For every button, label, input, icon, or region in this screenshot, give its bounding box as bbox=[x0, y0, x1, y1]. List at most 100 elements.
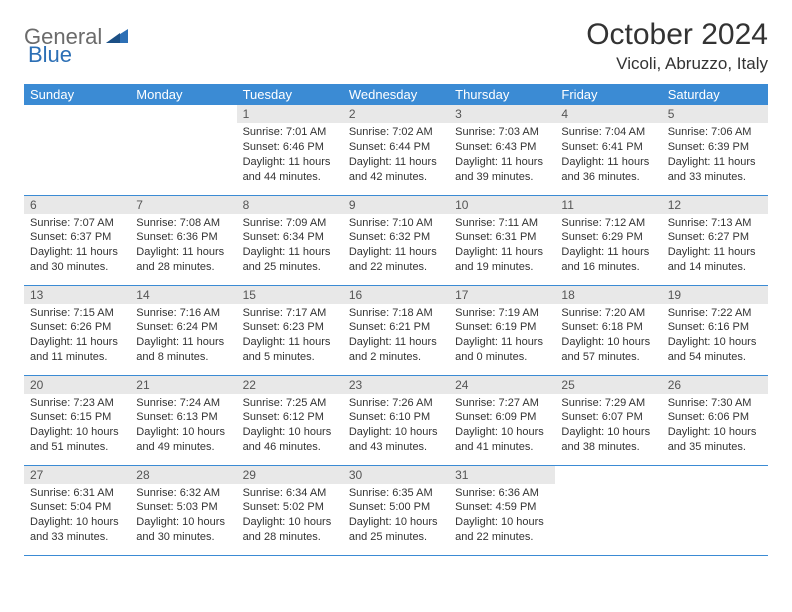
day-number: 23 bbox=[343, 376, 449, 394]
day-header: Monday bbox=[130, 84, 236, 105]
day-cell: 24Sunrise: 7:27 AMSunset: 6:09 PMDayligh… bbox=[449, 375, 555, 465]
day-number: 18 bbox=[555, 286, 661, 304]
month-title: October 2024 bbox=[586, 18, 768, 52]
day-details: Sunrise: 7:13 AMSunset: 6:27 PMDaylight:… bbox=[662, 214, 768, 277]
day-number: 4 bbox=[555, 105, 661, 123]
day-header: Wednesday bbox=[343, 84, 449, 105]
day-cell: 10Sunrise: 7:11 AMSunset: 6:31 PMDayligh… bbox=[449, 195, 555, 285]
day-details: Sunrise: 7:22 AMSunset: 6:16 PMDaylight:… bbox=[662, 304, 768, 367]
day-details: Sunrise: 7:24 AMSunset: 6:13 PMDaylight:… bbox=[130, 394, 236, 457]
title-block: October 2024 Vicoli, Abruzzo, Italy bbox=[586, 18, 768, 74]
day-number: 31 bbox=[449, 466, 555, 484]
day-number: 19 bbox=[662, 286, 768, 304]
day-cell: 13Sunrise: 7:15 AMSunset: 6:26 PMDayligh… bbox=[24, 285, 130, 375]
day-details: Sunrise: 7:15 AMSunset: 6:26 PMDaylight:… bbox=[24, 304, 130, 367]
day-number: 20 bbox=[24, 376, 130, 394]
header: General October 2024 Vicoli, Abruzzo, It… bbox=[24, 18, 768, 74]
day-number: 22 bbox=[237, 376, 343, 394]
day-details: Sunrise: 7:26 AMSunset: 6:10 PMDaylight:… bbox=[343, 394, 449, 457]
day-number: 5 bbox=[662, 105, 768, 123]
day-number: 14 bbox=[130, 286, 236, 304]
day-number: 15 bbox=[237, 286, 343, 304]
day-cell: 6Sunrise: 7:07 AMSunset: 6:37 PMDaylight… bbox=[24, 195, 130, 285]
day-number: 11 bbox=[555, 196, 661, 214]
day-header: Sunday bbox=[24, 84, 130, 105]
calendar-week-row: 27Sunrise: 6:31 AMSunset: 5:04 PMDayligh… bbox=[24, 465, 768, 555]
location-text: Vicoli, Abruzzo, Italy bbox=[586, 54, 768, 74]
day-details: Sunrise: 7:02 AMSunset: 6:44 PMDaylight:… bbox=[343, 123, 449, 186]
day-details: Sunrise: 7:12 AMSunset: 6:29 PMDaylight:… bbox=[555, 214, 661, 277]
day-number: 8 bbox=[237, 196, 343, 214]
day-details: Sunrise: 7:30 AMSunset: 6:06 PMDaylight:… bbox=[662, 394, 768, 457]
day-details: Sunrise: 6:31 AMSunset: 5:04 PMDaylight:… bbox=[24, 484, 130, 547]
day-cell: 17Sunrise: 7:19 AMSunset: 6:19 PMDayligh… bbox=[449, 285, 555, 375]
day-details: Sunrise: 7:03 AMSunset: 6:43 PMDaylight:… bbox=[449, 123, 555, 186]
day-number: 24 bbox=[449, 376, 555, 394]
day-header: Saturday bbox=[662, 84, 768, 105]
day-cell: 31Sunrise: 6:36 AMSunset: 4:59 PMDayligh… bbox=[449, 465, 555, 555]
day-cell: 19Sunrise: 7:22 AMSunset: 6:16 PMDayligh… bbox=[662, 285, 768, 375]
day-number: 29 bbox=[237, 466, 343, 484]
calendar-table: SundayMondayTuesdayWednesdayThursdayFrid… bbox=[24, 84, 768, 556]
day-cell: 5Sunrise: 7:06 AMSunset: 6:39 PMDaylight… bbox=[662, 105, 768, 195]
day-number: 9 bbox=[343, 196, 449, 214]
day-number: 25 bbox=[555, 376, 661, 394]
day-number: 3 bbox=[449, 105, 555, 123]
day-cell: 11Sunrise: 7:12 AMSunset: 6:29 PMDayligh… bbox=[555, 195, 661, 285]
day-cell: 3Sunrise: 7:03 AMSunset: 6:43 PMDaylight… bbox=[449, 105, 555, 195]
day-cell: 15Sunrise: 7:17 AMSunset: 6:23 PMDayligh… bbox=[237, 285, 343, 375]
empty-cell bbox=[555, 465, 661, 555]
day-cell: 21Sunrise: 7:24 AMSunset: 6:13 PMDayligh… bbox=[130, 375, 236, 465]
calendar-page: General October 2024 Vicoli, Abruzzo, It… bbox=[0, 0, 792, 574]
logo-blue-text: Blue bbox=[28, 42, 72, 67]
day-cell: 7Sunrise: 7:08 AMSunset: 6:36 PMDaylight… bbox=[130, 195, 236, 285]
day-details: Sunrise: 7:09 AMSunset: 6:34 PMDaylight:… bbox=[237, 214, 343, 277]
day-details: Sunrise: 7:10 AMSunset: 6:32 PMDaylight:… bbox=[343, 214, 449, 277]
day-header: Thursday bbox=[449, 84, 555, 105]
day-cell: 22Sunrise: 7:25 AMSunset: 6:12 PMDayligh… bbox=[237, 375, 343, 465]
day-cell: 14Sunrise: 7:16 AMSunset: 6:24 PMDayligh… bbox=[130, 285, 236, 375]
day-cell: 18Sunrise: 7:20 AMSunset: 6:18 PMDayligh… bbox=[555, 285, 661, 375]
day-details: Sunrise: 7:18 AMSunset: 6:21 PMDaylight:… bbox=[343, 304, 449, 367]
day-number: 28 bbox=[130, 466, 236, 484]
day-cell: 23Sunrise: 7:26 AMSunset: 6:10 PMDayligh… bbox=[343, 375, 449, 465]
day-number: 12 bbox=[662, 196, 768, 214]
day-number: 1 bbox=[237, 105, 343, 123]
day-number: 27 bbox=[24, 466, 130, 484]
day-cell: 12Sunrise: 7:13 AMSunset: 6:27 PMDayligh… bbox=[662, 195, 768, 285]
day-details: Sunrise: 7:27 AMSunset: 6:09 PMDaylight:… bbox=[449, 394, 555, 457]
day-header: Friday bbox=[555, 84, 661, 105]
empty-cell bbox=[662, 465, 768, 555]
day-cell: 9Sunrise: 7:10 AMSunset: 6:32 PMDaylight… bbox=[343, 195, 449, 285]
day-details: Sunrise: 6:36 AMSunset: 4:59 PMDaylight:… bbox=[449, 484, 555, 547]
day-cell: 27Sunrise: 6:31 AMSunset: 5:04 PMDayligh… bbox=[24, 465, 130, 555]
calendar-week-row: 13Sunrise: 7:15 AMSunset: 6:26 PMDayligh… bbox=[24, 285, 768, 375]
calendar-week-row: 1Sunrise: 7:01 AMSunset: 6:46 PMDaylight… bbox=[24, 105, 768, 195]
day-details: Sunrise: 7:01 AMSunset: 6:46 PMDaylight:… bbox=[237, 123, 343, 186]
day-number: 26 bbox=[662, 376, 768, 394]
day-details: Sunrise: 6:34 AMSunset: 5:02 PMDaylight:… bbox=[237, 484, 343, 547]
logo-triangle-icon bbox=[106, 27, 128, 48]
day-details: Sunrise: 7:23 AMSunset: 6:15 PMDaylight:… bbox=[24, 394, 130, 457]
day-cell: 16Sunrise: 7:18 AMSunset: 6:21 PMDayligh… bbox=[343, 285, 449, 375]
day-details: Sunrise: 7:17 AMSunset: 6:23 PMDaylight:… bbox=[237, 304, 343, 367]
day-details: Sunrise: 7:25 AMSunset: 6:12 PMDaylight:… bbox=[237, 394, 343, 457]
day-number: 2 bbox=[343, 105, 449, 123]
day-details: Sunrise: 7:04 AMSunset: 6:41 PMDaylight:… bbox=[555, 123, 661, 186]
day-details: Sunrise: 7:07 AMSunset: 6:37 PMDaylight:… bbox=[24, 214, 130, 277]
day-number: 7 bbox=[130, 196, 236, 214]
day-number: 6 bbox=[24, 196, 130, 214]
day-number: 13 bbox=[24, 286, 130, 304]
day-details: Sunrise: 7:16 AMSunset: 6:24 PMDaylight:… bbox=[130, 304, 236, 367]
day-cell: 8Sunrise: 7:09 AMSunset: 6:34 PMDaylight… bbox=[237, 195, 343, 285]
day-details: Sunrise: 7:19 AMSunset: 6:19 PMDaylight:… bbox=[449, 304, 555, 367]
day-cell: 25Sunrise: 7:29 AMSunset: 6:07 PMDayligh… bbox=[555, 375, 661, 465]
day-number: 10 bbox=[449, 196, 555, 214]
day-details: Sunrise: 6:32 AMSunset: 5:03 PMDaylight:… bbox=[130, 484, 236, 547]
day-number: 17 bbox=[449, 286, 555, 304]
day-details: Sunrise: 7:08 AMSunset: 6:36 PMDaylight:… bbox=[130, 214, 236, 277]
day-cell: 30Sunrise: 6:35 AMSunset: 5:00 PMDayligh… bbox=[343, 465, 449, 555]
day-details: Sunrise: 7:06 AMSunset: 6:39 PMDaylight:… bbox=[662, 123, 768, 186]
day-cell: 1Sunrise: 7:01 AMSunset: 6:46 PMDaylight… bbox=[237, 105, 343, 195]
day-cell: 4Sunrise: 7:04 AMSunset: 6:41 PMDaylight… bbox=[555, 105, 661, 195]
